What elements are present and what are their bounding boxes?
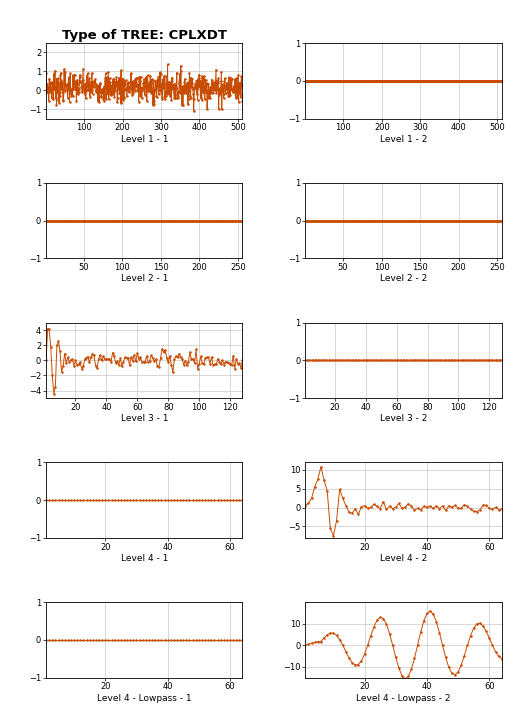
- Title: Type of TREE: CPLXDT: Type of TREE: CPLXDT: [62, 29, 227, 42]
- X-axis label: Level 4 - Lowpass - 2: Level 4 - Lowpass - 2: [356, 693, 451, 703]
- X-axis label: Level 2 - 2: Level 2 - 2: [380, 275, 427, 283]
- X-axis label: Level 4 - Lowpass - 1: Level 4 - Lowpass - 1: [97, 693, 191, 703]
- X-axis label: Level 4 - 1: Level 4 - 1: [121, 554, 168, 563]
- X-axis label: Level 1 - 1: Level 1 - 1: [120, 135, 168, 143]
- X-axis label: Level 1 - 2: Level 1 - 2: [380, 135, 427, 143]
- X-axis label: Level 2 - 1: Level 2 - 1: [121, 275, 168, 283]
- X-axis label: Level 4 - 2: Level 4 - 2: [380, 554, 427, 563]
- X-axis label: Level 3 - 2: Level 3 - 2: [380, 414, 427, 423]
- X-axis label: Level 3 - 1: Level 3 - 1: [120, 414, 168, 423]
